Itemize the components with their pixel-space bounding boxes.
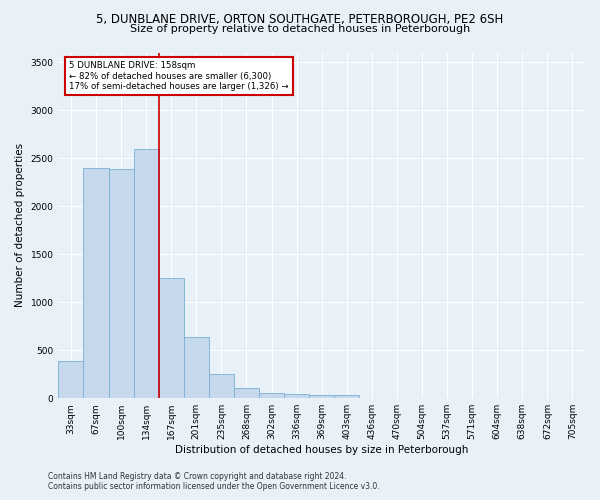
Bar bbox=[309, 396, 334, 398]
Bar bbox=[58, 361, 83, 398]
Bar bbox=[209, 374, 234, 398]
X-axis label: Distribution of detached houses by size in Peterborough: Distribution of detached houses by size … bbox=[175, 445, 469, 455]
Bar bbox=[159, 278, 184, 398]
Bar bbox=[284, 394, 309, 398]
Y-axis label: Number of detached properties: Number of detached properties bbox=[15, 144, 25, 308]
Bar bbox=[259, 393, 284, 398]
Bar bbox=[83, 168, 109, 398]
Text: Contains HM Land Registry data © Crown copyright and database right 2024.
Contai: Contains HM Land Registry data © Crown c… bbox=[48, 472, 380, 491]
Text: Size of property relative to detached houses in Peterborough: Size of property relative to detached ho… bbox=[130, 24, 470, 34]
Text: 5, DUNBLANE DRIVE, ORTON SOUTHGATE, PETERBOROUGH, PE2 6SH: 5, DUNBLANE DRIVE, ORTON SOUTHGATE, PETE… bbox=[97, 12, 503, 26]
Bar bbox=[134, 148, 159, 398]
Text: 5 DUNBLANE DRIVE: 158sqm
← 82% of detached houses are smaller (6,300)
17% of sem: 5 DUNBLANE DRIVE: 158sqm ← 82% of detach… bbox=[69, 61, 289, 91]
Bar bbox=[234, 388, 259, 398]
Bar bbox=[109, 168, 134, 398]
Bar bbox=[184, 336, 209, 398]
Bar bbox=[334, 396, 359, 398]
